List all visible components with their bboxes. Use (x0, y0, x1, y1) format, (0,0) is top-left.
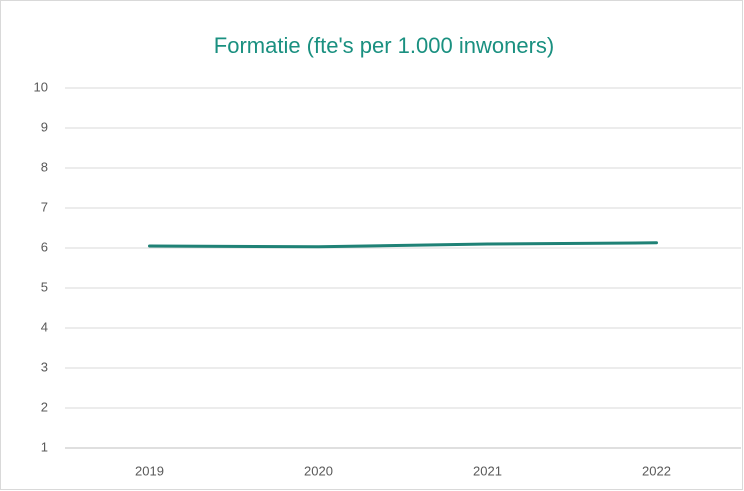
y-tick-label: 8 (41, 159, 48, 174)
y-tick-label: 9 (41, 119, 48, 134)
x-tick-label: 2020 (304, 463, 333, 478)
y-tick-label: 3 (41, 359, 48, 374)
y-tick-label: 4 (41, 319, 48, 334)
x-tick-label: 2019 (135, 463, 164, 478)
x-tick-label: 2022 (642, 463, 671, 478)
y-tick-label: 7 (41, 199, 48, 214)
y-tick-label: 10 (34, 79, 48, 94)
y-tick-label: 2 (41, 399, 48, 414)
x-tick-label: 2021 (473, 463, 502, 478)
chart-title: Formatie (fte's per 1.000 inwoners) (214, 33, 554, 58)
data-line (148, 241, 658, 249)
y-tick-label: 6 (41, 239, 48, 254)
y-tick-label: 1 (41, 439, 48, 454)
y-tick-label: 5 (41, 279, 48, 294)
